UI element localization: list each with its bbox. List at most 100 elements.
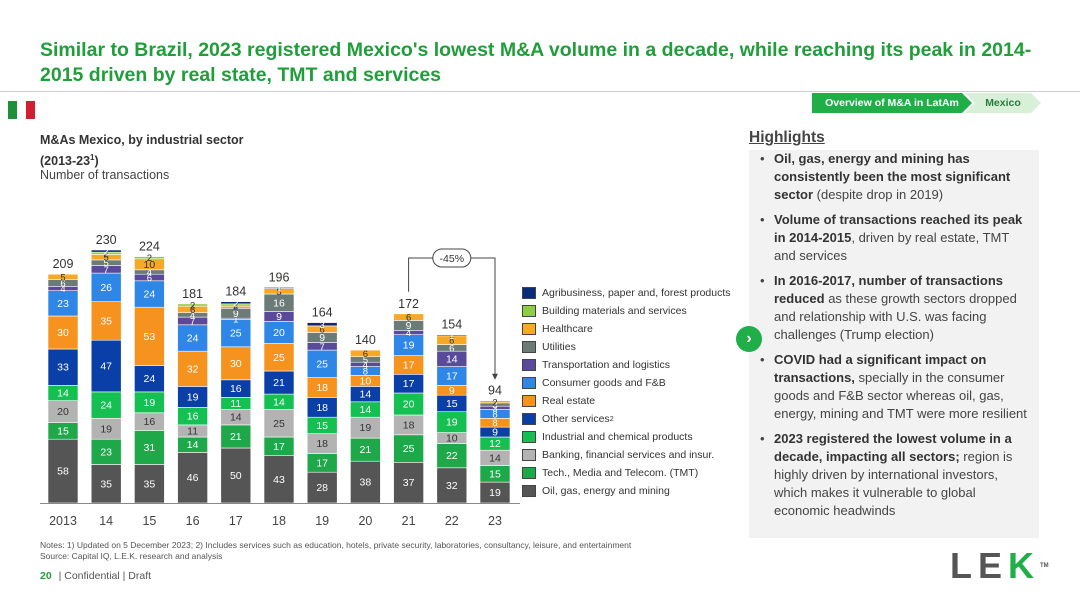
legend-swatch [522, 359, 536, 371]
highlight-item: Volume of transactions reached its peak … [758, 211, 1034, 265]
bar-value-label: 2 [233, 298, 238, 309]
legend-item: Oil, gas, energy and mining [522, 484, 752, 498]
page-title: Similar to Brazil, 2023 registered Mexic… [40, 39, 1032, 86]
bar-value-label: 8 [492, 409, 497, 420]
bar-value-label: 21 [230, 431, 242, 443]
bar-value-label: 2 [147, 253, 152, 264]
source-line: Source: Capital IQ, L.E.K. research and … [40, 551, 223, 561]
legend-label: Transportation and logistics [542, 359, 671, 371]
bar-value-label: 46 [187, 472, 199, 484]
legend-swatch [522, 413, 536, 425]
bar-value-label: 4 [60, 284, 65, 295]
bar-value-label: 58 [57, 466, 69, 478]
bar-value-label: 18 [316, 402, 328, 414]
bar-value-label: 19 [187, 391, 199, 403]
bar-value-label: 24 [187, 333, 199, 345]
nav-mexico[interactable]: Mexico [965, 93, 1041, 113]
bar-value-label: 8 [363, 367, 368, 378]
bar-total-label: 196 [269, 270, 290, 284]
highlight-item: COVID had a significant impact on transa… [758, 351, 1034, 423]
bar-segment [90, 272, 122, 303]
highlight-text: (despite drop in 2019) [813, 187, 944, 202]
footer-text: | Confidential | Draft [58, 570, 152, 582]
bar-value-label: 53 [144, 331, 156, 343]
legend-item: Banking, financial services and insur. [522, 448, 752, 462]
bar-total-label: 94 [488, 384, 502, 398]
bar-value-label: 2 [104, 247, 109, 258]
legend-label: Utilities [542, 341, 576, 353]
highlight-text: region is highly driven by international… [774, 449, 1013, 518]
bar-value-label: 14 [360, 389, 372, 401]
bar-segment [436, 334, 468, 337]
legend-item: Healthcare [522, 322, 752, 336]
mexico-flag-icon [8, 101, 35, 119]
bar-value-label: 20 [403, 399, 415, 411]
nav-overview-latam[interactable]: Overview of M&A in LatAm [812, 93, 972, 113]
legend-swatch [522, 323, 536, 335]
bar-segment [134, 280, 165, 308]
bar-value-label: 19 [403, 340, 415, 352]
bar-value-label: 1 [233, 314, 238, 325]
highlight-bold: 2023 registered the lowest volume in a d… [774, 431, 1012, 464]
bar-value-label: 25 [273, 418, 285, 430]
bar-value-label: 20 [57, 406, 69, 418]
bar-segment [350, 349, 381, 358]
bar-value-label: 6 [147, 273, 152, 284]
bar-value-label: 1 [276, 283, 281, 294]
highlights-title: Highlights [749, 129, 825, 146]
bar-value-label: 5 [276, 287, 281, 298]
bar-total-label: 209 [53, 257, 74, 271]
bar-segment [306, 349, 338, 378]
bar-value-label: 16 [144, 416, 156, 428]
bar-value-label: 10 [360, 375, 372, 387]
bar-value-label: 9 [276, 311, 282, 323]
bar-value-label: 2 [104, 249, 109, 260]
bar-value-label: 6 [363, 349, 368, 360]
callout-badge [432, 248, 472, 268]
legend-label: Consumer goods and F&B [542, 377, 666, 389]
bar-value-label: 35 [100, 315, 112, 327]
highlight-bold: Oil, gas, energy and mining has consiste… [774, 151, 1011, 202]
legend-item: Agribusiness, paper and, forest products [522, 286, 752, 300]
bar-total-label: 140 [355, 333, 376, 347]
bar-segment [220, 301, 252, 305]
bar-value-label: 35 [100, 478, 112, 490]
legend-label: Industrial and chemical products [542, 431, 693, 443]
legend-swatch [522, 485, 536, 497]
bar-value-label: 18 [316, 438, 328, 450]
highlight-item: Oil, gas, energy and mining has consiste… [758, 150, 1034, 204]
next-arrow-icon[interactable]: › [736, 326, 762, 352]
bar-value-label: 4 [363, 360, 368, 371]
legend-item: Utilities [522, 340, 752, 354]
lek-logo: LEKTM [950, 545, 1049, 586]
x-tick-label: 22 [445, 514, 459, 528]
bar-segment [134, 256, 165, 260]
page-number: 20 [40, 570, 52, 582]
bar-total-label: 164 [312, 306, 333, 320]
bar-value-label: 23 [57, 298, 69, 310]
bar-value-label: 43 [273, 474, 285, 486]
bar-value-label: 12 [489, 438, 501, 450]
legend-swatch [522, 377, 536, 389]
bar-value-label: 24 [100, 400, 112, 412]
bar-segment [306, 471, 338, 504]
bar-value-label: 14 [57, 388, 69, 400]
legend-swatch [522, 395, 536, 407]
legend-item: Real estate [522, 394, 752, 408]
bar-value-label: 2 [190, 301, 195, 312]
bar-value-label: 3 [320, 320, 325, 331]
bar-value-label: 14 [489, 452, 501, 464]
bar-value-label: 7 [190, 316, 195, 327]
bar-value-label: 20 [273, 327, 285, 339]
bar-segment [177, 350, 208, 387]
bar-value-label: 31 [144, 442, 156, 454]
bar-value-label: 7 [320, 342, 325, 353]
bar-segment [90, 438, 122, 465]
bar-value-label: 9 [319, 332, 325, 344]
bar-value-label: 21 [360, 444, 372, 456]
bar-value-label: 4 [406, 328, 411, 339]
bar-value-label: 47 [100, 361, 112, 373]
bar-value-label: 7 [104, 265, 109, 276]
legend-item: Consumer goods and F&B [522, 376, 752, 390]
legend-label: Real estate [542, 395, 596, 407]
